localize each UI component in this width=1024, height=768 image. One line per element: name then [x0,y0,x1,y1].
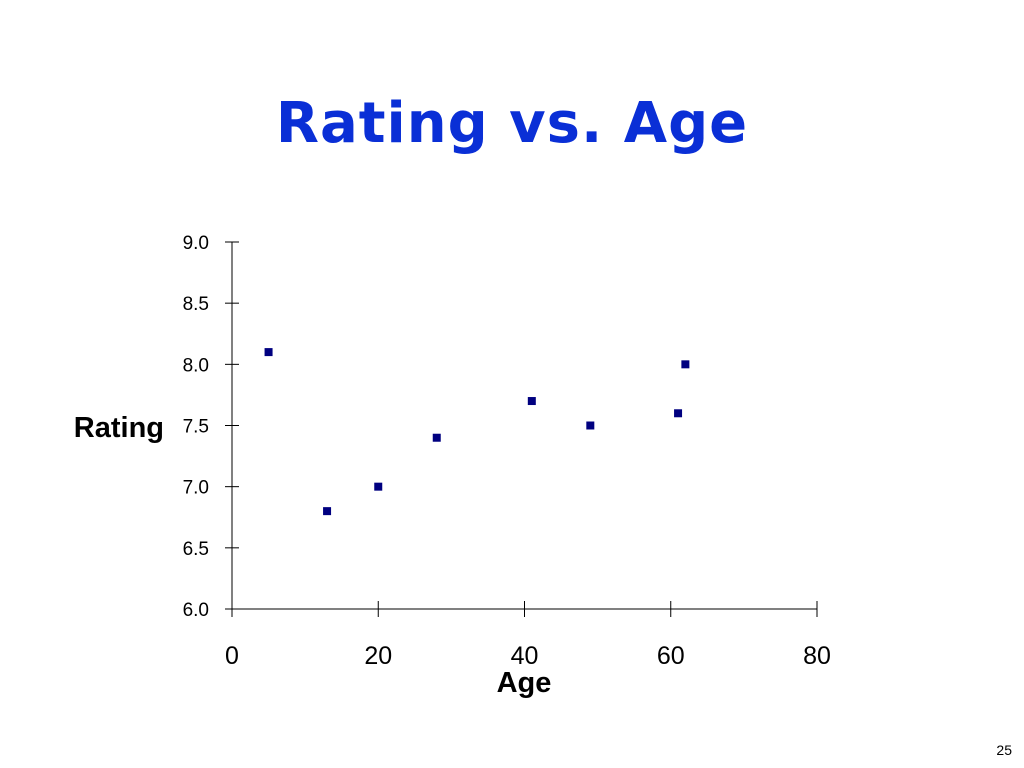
data-point [527,397,536,406]
data-point [586,421,595,430]
slide-number: 25 [996,742,1012,758]
y-tick-label: 6.5 [183,539,209,560]
y-tick-label: 9.0 [183,233,209,254]
data-point [432,433,441,442]
x-tick-label: 60 [657,642,685,670]
y-axis-label: Rating [74,412,164,444]
data-point [374,482,383,491]
x-axis-label: Age [497,667,552,699]
y-tick-label: 7.0 [183,478,209,499]
slide-title: Rating vs. Age [275,91,749,156]
data-point [264,348,273,357]
data-points [264,348,690,516]
y-tick-label: 8.5 [183,294,209,315]
data-point [674,409,683,418]
x-tick-label: 0 [225,642,239,670]
x-tick-label: 80 [803,642,831,670]
y-tick-label: 8.0 [183,355,209,376]
y-tick-label: 7.5 [183,417,209,438]
x-axis-ticks: 0 20 40 60 80 [225,601,831,670]
data-point [323,507,332,516]
y-tick-label: 6.0 [183,600,209,621]
data-point [681,360,690,369]
y-axis-ticks: 6.0 6.5 7.0 7.5 8.0 8.5 9.0 [183,233,239,621]
x-tick-label: 20 [364,642,392,670]
x-tick-label: 40 [511,642,539,670]
chart-axes [231,242,817,610]
